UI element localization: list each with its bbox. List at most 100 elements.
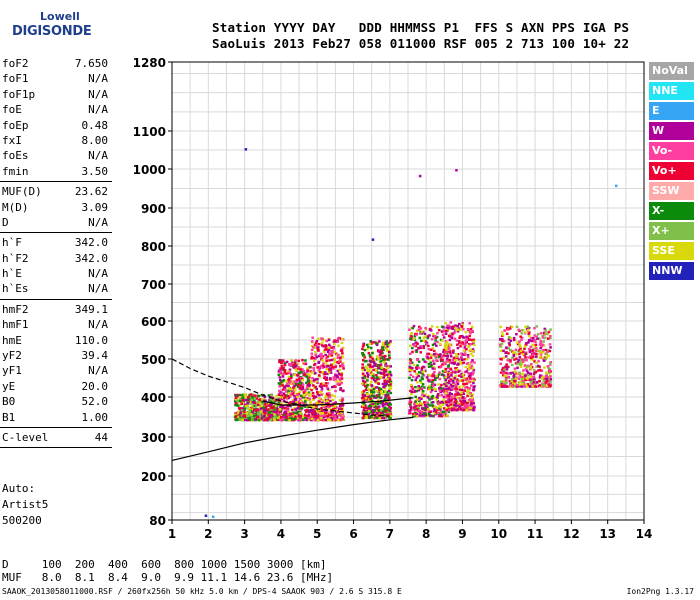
echo-point [250, 405, 254, 408]
echo-point [501, 368, 504, 371]
echo-point [321, 366, 325, 369]
echo-point [434, 339, 437, 342]
echo-point [278, 408, 282, 411]
echo-point [411, 367, 414, 370]
echo-point [293, 360, 297, 364]
echo-point [371, 372, 374, 376]
echo-point [323, 376, 326, 379]
echo-point [361, 366, 364, 369]
echo-point [325, 339, 329, 343]
echo-point [521, 352, 525, 356]
echo-point [362, 359, 365, 362]
echo-point [324, 353, 327, 357]
param-row: B1 1.00 [0, 410, 112, 425]
echo-point [500, 380, 503, 383]
echo-point [509, 348, 513, 352]
echo-point [447, 344, 451, 347]
echo-point [444, 351, 447, 354]
echo-point [473, 361, 476, 364]
echo-point [447, 365, 450, 368]
echo-point [421, 393, 424, 396]
echo-point [528, 350, 532, 354]
echo-point [460, 356, 463, 359]
echo-point [447, 326, 450, 330]
echo-point [244, 405, 248, 408]
echo-point [538, 380, 541, 383]
echo-point [290, 359, 293, 362]
echo-point [293, 362, 297, 365]
echo-point [463, 358, 467, 361]
echo-point [448, 361, 452, 365]
echo-point [277, 418, 280, 422]
echo-point [296, 362, 299, 366]
echo-point [255, 413, 258, 416]
echo-point [314, 413, 318, 416]
echo-point [545, 379, 549, 383]
isolated-echo-point [418, 174, 422, 178]
echo-point [367, 408, 371, 411]
echo-point [253, 412, 257, 415]
echo-point [335, 418, 339, 421]
echo-point [427, 408, 430, 411]
echo-point [338, 406, 342, 409]
echo-point [430, 353, 433, 357]
echo-point [461, 402, 465, 405]
echo-point [520, 338, 523, 341]
echo-point [471, 393, 475, 396]
echo-point [269, 406, 273, 409]
trace-profile [171, 416, 414, 461]
echo-point [500, 382, 503, 385]
echo-point [313, 372, 317, 375]
echo-point [336, 382, 340, 385]
echo-point [255, 397, 259, 400]
echo-point [326, 372, 329, 376]
echo-point [338, 380, 342, 383]
echo-point [313, 346, 317, 349]
echo-point [378, 416, 381, 420]
echo-point [339, 359, 342, 362]
echo-point [244, 393, 247, 397]
y-tick-label: 1280 [133, 56, 166, 70]
echo-point [362, 400, 366, 403]
echo-point [430, 386, 433, 389]
echo-point [372, 341, 376, 344]
echo-point [377, 357, 380, 361]
echo-point [464, 378, 467, 382]
echo-point [325, 359, 328, 362]
echo-point [530, 379, 533, 382]
echo-point [281, 392, 285, 395]
echo-cluster [310, 336, 346, 422]
echo-point [534, 343, 538, 346]
echo-point [307, 416, 311, 420]
echo-point [332, 418, 335, 422]
echo-point [442, 374, 446, 377]
echo-point [334, 352, 338, 355]
echo-point [534, 370, 538, 373]
echo-point [381, 405, 385, 408]
echo-point [447, 410, 451, 414]
echo-point [283, 388, 287, 392]
echo-point [360, 382, 364, 385]
echo-point [416, 358, 419, 362]
echo-point [466, 391, 470, 395]
echo-point [335, 360, 339, 364]
echo-point [431, 401, 435, 404]
echo-point [433, 383, 437, 386]
echo-point [515, 383, 519, 387]
echo-point [429, 390, 433, 394]
echo-point [361, 372, 365, 375]
echo-point [455, 329, 458, 332]
echo-point [457, 403, 461, 406]
echo-point [320, 418, 323, 421]
echo-point [545, 377, 548, 381]
echo-point [408, 409, 411, 412]
echo-point [462, 342, 465, 346]
echo-point [236, 412, 240, 415]
param-row: MUF(D) 23.62 [0, 184, 112, 199]
echo-point [334, 409, 338, 412]
legend-item-sse: SSE [649, 242, 694, 260]
echo-point [280, 364, 284, 368]
echo-point [430, 365, 433, 368]
echo-point [369, 340, 373, 343]
